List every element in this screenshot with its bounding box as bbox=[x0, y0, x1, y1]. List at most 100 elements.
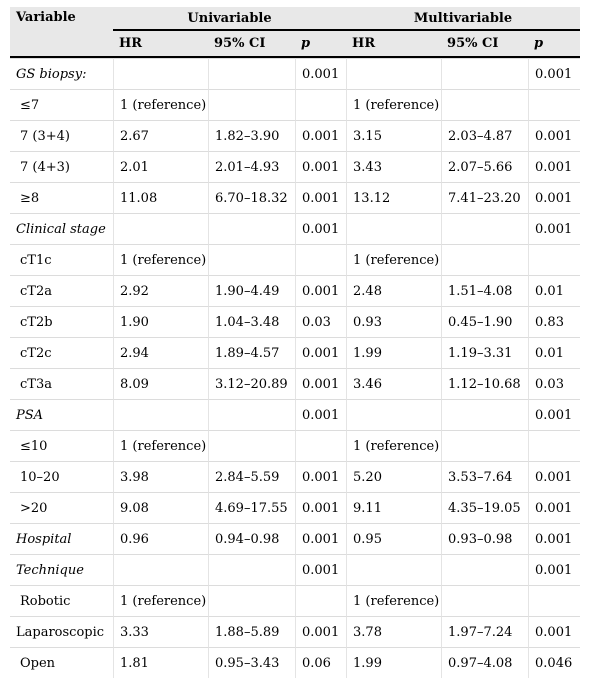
header-univariable-ci: 95% CI bbox=[208, 29, 295, 58]
cell-univariable-p bbox=[295, 244, 347, 275]
cell-multivariable-p: 0.01 bbox=[528, 337, 581, 368]
cell-multivariable-p: 0.001 bbox=[528, 461, 581, 492]
cell-univariable-p bbox=[295, 585, 347, 616]
cell-multivariable-ci: 0.97–4.08 bbox=[441, 647, 529, 678]
cell-univariable-hr: 0.96 bbox=[113, 523, 208, 554]
results-table-container: Variable Univariable Multivariable HR 95… bbox=[10, 7, 581, 678]
cell-univariable-ci bbox=[208, 213, 295, 244]
cell-multivariable-p bbox=[528, 585, 581, 616]
cell-univariable-ci: 1.82–3.90 bbox=[208, 120, 295, 151]
cell-univariable-ci: 0.94–0.98 bbox=[208, 523, 295, 554]
cell-row-label: cT3a bbox=[10, 368, 113, 399]
cell-univariable-p: 0.001 bbox=[295, 399, 347, 430]
cell-univariable-ci: 4.69–17.55 bbox=[208, 492, 295, 523]
cell-univariable-ci bbox=[208, 430, 295, 461]
cell-multivariable-hr bbox=[346, 213, 442, 244]
cell-univariable-ci: 1.89–4.57 bbox=[208, 337, 295, 368]
cell-multivariable-hr: 1 (reference) bbox=[346, 244, 442, 275]
cell-row-label: Laparoscopic bbox=[10, 616, 113, 647]
header-univariable-hr: HR bbox=[113, 29, 208, 58]
cell-multivariable-ci bbox=[441, 89, 529, 120]
cell-univariable-ci bbox=[208, 399, 295, 430]
cell-univariable-hr: 1.81 bbox=[113, 647, 208, 678]
table-row: Clinical stage 0.001 0.001 bbox=[10, 213, 581, 244]
cell-row-label: Technique bbox=[10, 554, 113, 585]
cell-univariable-hr: 1 (reference) bbox=[113, 244, 208, 275]
cell-multivariable-hr: 3.15 bbox=[346, 120, 442, 151]
cell-univariable-p: 0.001 bbox=[295, 120, 347, 151]
cell-row-label: cT2a bbox=[10, 275, 113, 306]
cell-univariable-hr: 8.09 bbox=[113, 368, 208, 399]
table-row: >20 9.08 4.69–17.55 0.001 9.11 4.35–19.05 0.00… bbox=[10, 492, 581, 523]
cell-multivariable-ci bbox=[441, 244, 529, 275]
cell-univariable-hr bbox=[113, 213, 208, 244]
header-multivariable-p: p bbox=[528, 29, 581, 58]
cell-multivariable-hr: 3.43 bbox=[346, 151, 442, 182]
cell-row-label: GS biopsy: bbox=[10, 58, 113, 89]
cell-multivariable-hr: 1.99 bbox=[346, 647, 442, 678]
cell-univariable-hr: 1 (reference) bbox=[113, 585, 208, 616]
cell-multivariable-ci: 7.41–23.20 bbox=[441, 182, 529, 213]
table-row: 10–20 3.98 2.84–5.59 0.001 5.20 3.53–7.64 0.00… bbox=[10, 461, 581, 492]
cell-univariable-p: 0.001 bbox=[295, 616, 347, 647]
cell-multivariable-p: 0.001 bbox=[528, 616, 581, 647]
header-multivariable-ci: 95% CI bbox=[441, 29, 529, 58]
cell-multivariable-p bbox=[528, 89, 581, 120]
cell-multivariable-hr: 3.46 bbox=[346, 368, 442, 399]
cell-univariable-ci: 3.12–20.89 bbox=[208, 368, 295, 399]
hazard-ratio-table: Variable Univariable Multivariable HR 95… bbox=[10, 7, 581, 678]
cell-univariable-hr: 1 (reference) bbox=[113, 430, 208, 461]
cell-multivariable-hr bbox=[346, 58, 442, 89]
cell-multivariable-p: 0.046 bbox=[528, 647, 581, 678]
cell-univariable-p: 0.001 bbox=[295, 213, 347, 244]
cell-multivariable-hr: 13.12 bbox=[346, 182, 442, 213]
cell-multivariable-ci: 1.51–4.08 bbox=[441, 275, 529, 306]
cell-multivariable-p: 0.001 bbox=[528, 182, 581, 213]
cell-row-label: Clinical stage bbox=[10, 213, 113, 244]
cell-univariable-ci: 1.90–4.49 bbox=[208, 275, 295, 306]
cell-multivariable-ci: 1.97–7.24 bbox=[441, 616, 529, 647]
header-variable: Variable bbox=[10, 7, 113, 58]
cell-univariable-hr: 11.08 bbox=[113, 182, 208, 213]
cell-multivariable-p: 0.001 bbox=[528, 213, 581, 244]
cell-multivariable-p bbox=[528, 430, 581, 461]
cell-univariable-ci: 1.88–5.89 bbox=[208, 616, 295, 647]
cell-univariable-p: 0.001 bbox=[295, 492, 347, 523]
cell-row-label: ≥8 bbox=[10, 182, 113, 213]
cell-multivariable-hr: 0.93 bbox=[346, 306, 442, 337]
cell-univariable-p bbox=[295, 430, 347, 461]
cell-univariable-p: 0.001 bbox=[295, 151, 347, 182]
cell-multivariable-p: 0.001 bbox=[528, 492, 581, 523]
cell-multivariable-ci: 2.03–4.87 bbox=[441, 120, 529, 151]
table-row: ≤10 1 (reference) 1 (reference) bbox=[10, 430, 581, 461]
cell-multivariable-hr bbox=[346, 554, 442, 585]
table-row: cT3a 8.09 3.12–20.89 0.001 3.46 1.12–10.68 0.0… bbox=[10, 368, 581, 399]
cell-multivariable-p: 0.001 bbox=[528, 58, 581, 89]
table-row: Technique 0.001 0.001 bbox=[10, 554, 581, 585]
cell-multivariable-hr: 1 (reference) bbox=[346, 89, 442, 120]
table-row: cT2a 2.92 1.90–4.49 0.001 2.48 1.51–4.08 0.01 bbox=[10, 275, 581, 306]
cell-multivariable-hr: 3.78 bbox=[346, 616, 442, 647]
cell-univariable-hr: 1.90 bbox=[113, 306, 208, 337]
cell-univariable-ci bbox=[208, 585, 295, 616]
cell-multivariable-hr: 1 (reference) bbox=[346, 585, 442, 616]
table-row: cT1c 1 (reference) 1 (reference) bbox=[10, 244, 581, 275]
cell-multivariable-hr bbox=[346, 399, 442, 430]
cell-multivariable-p: 0.001 bbox=[528, 399, 581, 430]
header-multivariable: Multivariable bbox=[346, 7, 581, 29]
cell-multivariable-ci bbox=[441, 213, 529, 244]
cell-multivariable-hr: 5.20 bbox=[346, 461, 442, 492]
cell-univariable-ci bbox=[208, 58, 295, 89]
cell-univariable-p bbox=[295, 89, 347, 120]
cell-univariable-hr bbox=[113, 58, 208, 89]
cell-multivariable-ci: 1.12–10.68 bbox=[441, 368, 529, 399]
cell-univariable-hr: 2.67 bbox=[113, 120, 208, 151]
cell-row-label: >20 bbox=[10, 492, 113, 523]
cell-row-label: 7 (4+3) bbox=[10, 151, 113, 182]
cell-univariable-p: 0.001 bbox=[295, 461, 347, 492]
cell-univariable-p: 0.001 bbox=[295, 337, 347, 368]
cell-univariable-hr: 1 (reference) bbox=[113, 89, 208, 120]
cell-multivariable-p: 0.001 bbox=[528, 523, 581, 554]
cell-univariable-p: 0.001 bbox=[295, 58, 347, 89]
cell-multivariable-p: 0.03 bbox=[528, 368, 581, 399]
